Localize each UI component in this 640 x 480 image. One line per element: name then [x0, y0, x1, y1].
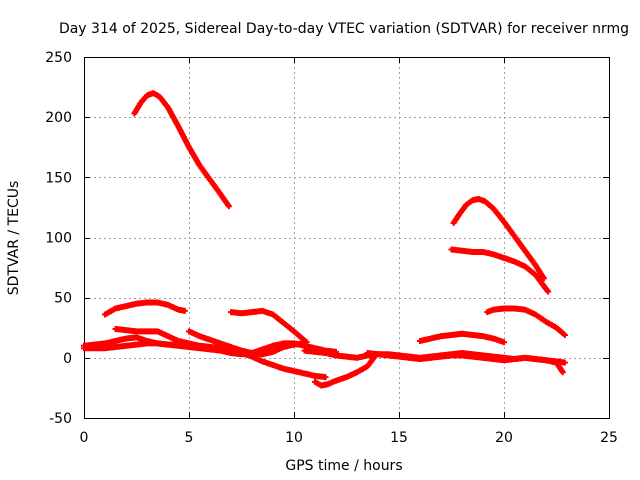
y-tick-label: 100 — [45, 231, 72, 247]
axis-ticks: 0 5 10 15 20 25 -50 0 50 100 150 200 250 — [45, 50, 618, 446]
data-point — [545, 288, 552, 295]
x-tick-label: 25 — [600, 430, 618, 446]
series-arc-5 — [228, 307, 310, 346]
data-point — [322, 374, 329, 381]
series-arc-7 — [417, 330, 507, 346]
x-tick-label: 0 — [80, 430, 89, 446]
data-point — [540, 275, 547, 282]
y-tick-label: 150 — [45, 170, 72, 186]
series-arc-6 — [484, 305, 568, 338]
y-tick-label: 250 — [45, 50, 72, 66]
y-tick-label: -50 — [49, 411, 72, 427]
data-point — [559, 369, 566, 376]
series-arc-11 — [81, 340, 329, 381]
x-axis-label: GPS time / hours — [285, 458, 402, 474]
data-point — [181, 307, 188, 314]
chart-title: Day 314 of 2025, Sidereal Day-to-day VTE… — [59, 21, 629, 37]
data-point — [225, 203, 232, 210]
data-marks — [81, 90, 568, 389]
y-axis-label: SDTVAR / TECUs — [6, 181, 22, 296]
y-tick-label: 200 — [45, 110, 72, 126]
series-arc-1 — [131, 90, 232, 210]
x-tick-label: 20 — [495, 430, 513, 446]
series-arc-3 — [448, 246, 552, 295]
x-tick-label: 15 — [390, 430, 408, 446]
y-tick-label: 50 — [54, 291, 72, 307]
data-point — [561, 331, 568, 338]
data-point — [561, 359, 568, 366]
x-tick-label: 5 — [185, 430, 194, 446]
series-arc-4 — [102, 299, 188, 318]
y-tick-label: 0 — [63, 351, 72, 367]
series-arc-14 — [364, 350, 566, 376]
data-point — [501, 339, 507, 346]
series-arc-2 — [450, 195, 547, 282]
x-tick-label: 10 — [285, 430, 303, 446]
series-arc-12 — [312, 354, 377, 389]
